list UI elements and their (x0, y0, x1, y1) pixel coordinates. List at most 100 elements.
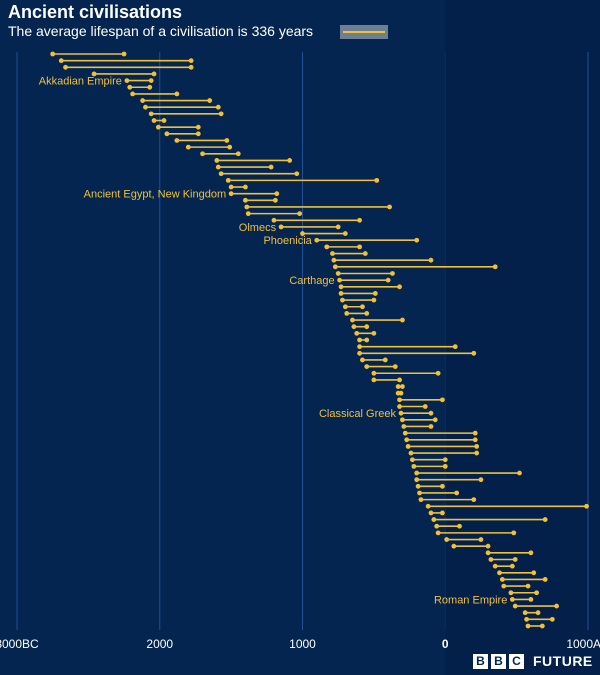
civ-end-dot-18 (294, 171, 300, 177)
civ-end-dot-0 (121, 51, 127, 57)
civ-start-dot-30 (330, 251, 335, 256)
civ-end-dot-86 (539, 623, 545, 629)
civ-end-dot-37 (371, 297, 377, 303)
civ-end-dot-33 (390, 271, 395, 276)
civ-end-dot-22 (272, 197, 278, 203)
civ-end-dot-46 (382, 357, 388, 363)
civ-start-dot-6 (130, 91, 136, 97)
civ-end-dot-84 (535, 610, 541, 616)
civ-end-dot-25 (357, 217, 362, 223)
logo-letter-c: C (509, 653, 524, 669)
civ-start-dot-8 (143, 104, 148, 110)
civ-start-dot-3 (91, 71, 97, 77)
civ-start-dot-73 (444, 537, 450, 542)
civ-end-dot-32 (492, 264, 498, 270)
civ-end-dot-26 (335, 224, 341, 230)
civ-start-dot-28 (314, 237, 320, 243)
bars-layer (50, 51, 589, 629)
civ-end-dot-63 (517, 470, 522, 476)
civ-start-dot-59 (405, 444, 411, 449)
civ-start-dot-53 (397, 404, 402, 409)
civ-end-dot-5 (147, 84, 153, 90)
civ-end-dot-54 (428, 410, 434, 416)
civ-end-dot-31 (428, 257, 434, 263)
chart-title: Ancient civilisations (8, 2, 183, 22)
civ-start-dot-52 (397, 397, 402, 403)
civ-end-dot-73 (478, 537, 484, 542)
civ-start-dot-49 (371, 377, 377, 383)
civ-end-dot-1 (188, 58, 194, 64)
civ-label-0: Akkadian Empire (39, 76, 122, 88)
civ-end-dot-71 (457, 523, 462, 529)
civ-start-dot-19 (225, 177, 231, 183)
civ-start-dot-22 (243, 197, 248, 203)
civ-start-dot-36 (338, 291, 344, 296)
civ-start-dot-24 (245, 211, 251, 217)
civ-start-dot-46 (360, 357, 365, 363)
civ-start-dot-13 (174, 138, 180, 143)
civ-label-2: Olmecs (239, 222, 277, 234)
civ-start-dot-56 (401, 424, 407, 429)
x-tick-label-4: 1000AD (566, 637, 600, 651)
civ-end-dot-65 (439, 483, 445, 489)
logo-word-future: FUTURE (533, 653, 593, 669)
x-tick-label-2: 1000 (289, 637, 316, 651)
civ-start-dot-47 (364, 364, 370, 370)
civ-start-dot-62 (411, 463, 417, 469)
civ-end-dot-69 (439, 510, 445, 516)
civ-end-dot-19 (374, 177, 380, 183)
civ-start-dot-50 (395, 384, 401, 389)
x-tick-label-1: 2000 (146, 637, 173, 651)
logo-letter-b1: B (473, 653, 488, 669)
civ-start-dot-48 (371, 370, 377, 376)
civ-start-dot-33 (335, 271, 341, 276)
civ-end-dot-81 (534, 590, 540, 596)
civ-end-dot-20 (243, 184, 248, 190)
civ-end-dot-53 (422, 404, 428, 409)
civ-end-dot-36 (372, 291, 378, 296)
civ-end-dot-28 (414, 237, 420, 243)
civ-end-dot-67 (471, 497, 477, 503)
civ-end-dot-11 (195, 124, 201, 130)
civ-start-dot-23 (244, 204, 250, 210)
civ-end-dot-59 (474, 444, 480, 449)
civ-start-dot-77 (492, 563, 498, 569)
civ-start-dot-74 (451, 543, 457, 549)
civ-start-dot-60 (408, 450, 414, 456)
civ-start-dot-9 (148, 111, 154, 117)
civ-start-dot-21 (228, 191, 234, 197)
civ-end-dot-56 (428, 424, 434, 429)
x-tick-label-3: 0 (442, 637, 449, 651)
legend-key (340, 25, 388, 39)
civ-start-dot-71 (434, 523, 440, 529)
civ-end-dot-68 (584, 503, 589, 509)
civ-start-dot-15 (200, 151, 205, 157)
civ-start-dot-42 (354, 330, 360, 336)
civ-end-dot-13 (224, 138, 230, 143)
civ-end-dot-48 (435, 370, 441, 376)
civ-end-dot-17 (268, 164, 274, 170)
civ-label-4: Carthage (289, 275, 334, 287)
civ-start-dot-78 (497, 570, 502, 576)
civ-end-dot-38 (360, 304, 365, 310)
civ-start-dot-81 (508, 590, 514, 596)
civ-end-dot-52 (439, 397, 445, 403)
civ-start-dot-45 (357, 350, 362, 356)
logo-letter-b2: B (491, 653, 506, 669)
civ-end-dot-62 (442, 463, 448, 469)
civ-start-dot-54 (398, 410, 404, 416)
civ-start-dot-64 (414, 477, 420, 483)
civ-start-dot-4 (124, 78, 130, 84)
civ-end-dot-39 (364, 310, 370, 316)
civ-end-dot-49 (397, 377, 402, 383)
civ-start-dot-35 (338, 284, 344, 290)
chart-subtitle: The average lifespan of a civilisation i… (8, 23, 314, 39)
civ-end-dot-6 (174, 91, 180, 97)
civ-end-dot-14 (227, 144, 233, 150)
civ-end-dot-82 (528, 596, 534, 602)
civ-start-dot-69 (428, 510, 434, 516)
civ-start-dot-18 (218, 171, 224, 177)
civ-start-dot-63 (414, 470, 420, 476)
civ-start-dot-32 (332, 264, 338, 270)
